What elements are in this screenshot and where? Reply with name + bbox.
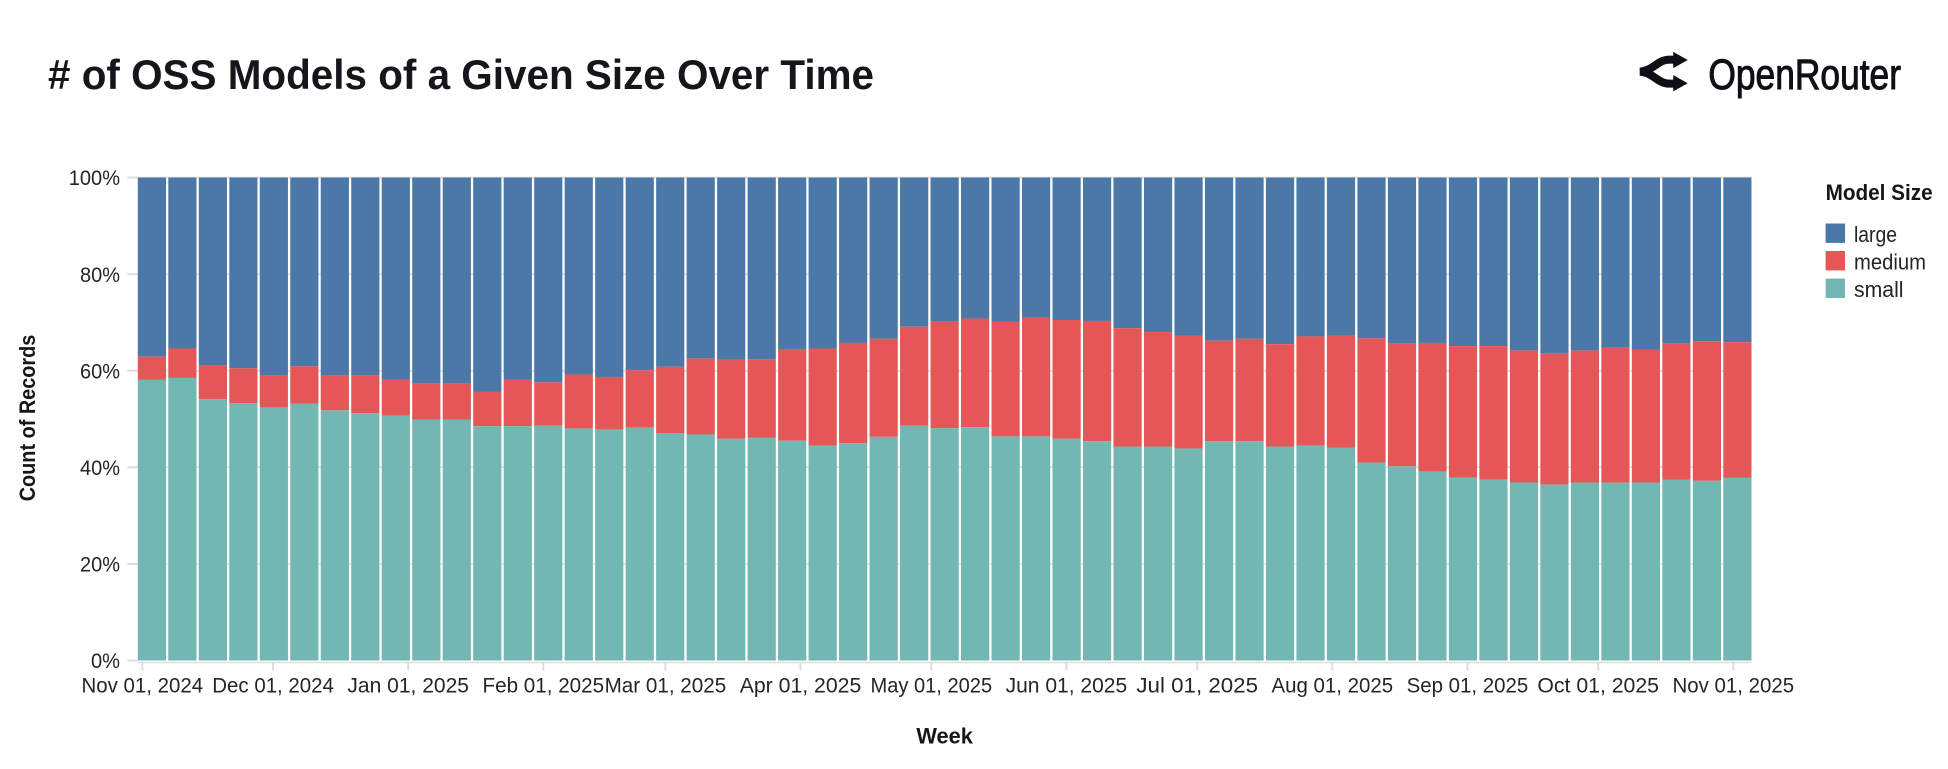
svg-text:Dec 01, 2024: Dec 01, 2024 <box>212 674 334 698</box>
svg-text:100%: 100% <box>69 166 120 190</box>
svg-text:# of OSS Models of a Given Siz: # of OSS Models of a Given Size Over Tim… <box>48 51 874 98</box>
svg-text:Jan 01, 2025: Jan 01, 2025 <box>347 674 469 698</box>
svg-text:Jul 01, 2025: Jul 01, 2025 <box>1136 674 1258 698</box>
svg-text:medium: medium <box>1854 250 1926 275</box>
svg-text:OpenRouter: OpenRouter <box>1708 51 1901 99</box>
svg-text:Aug 01, 2025: Aug 01, 2025 <box>1272 674 1394 698</box>
svg-text:small: small <box>1854 277 1904 302</box>
svg-text:40%: 40% <box>80 456 120 480</box>
svg-text:60%: 60% <box>80 359 120 383</box>
svg-text:May 01, 2025: May 01, 2025 <box>871 674 993 698</box>
svg-text:Week: Week <box>916 724 973 749</box>
svg-text:0%: 0% <box>91 649 120 673</box>
svg-text:Oct 01, 2025: Oct 01, 2025 <box>1537 674 1659 698</box>
svg-text:Apr 01, 2025: Apr 01, 2025 <box>740 674 862 698</box>
svg-text:Sep 01, 2025: Sep 01, 2025 <box>1407 674 1529 698</box>
svg-text:Jun 01, 2025: Jun 01, 2025 <box>1006 674 1128 698</box>
svg-text:20%: 20% <box>80 553 120 577</box>
svg-text:Model Size: Model Size <box>1826 180 1933 205</box>
svg-text:Count of Records: Count of Records <box>15 335 40 502</box>
svg-text:large: large <box>1854 222 1897 247</box>
svg-text:Mar 01, 2025: Mar 01, 2025 <box>605 674 727 698</box>
svg-text:Nov 01, 2025: Nov 01, 2025 <box>1673 674 1795 698</box>
svg-text:80%: 80% <box>80 263 120 287</box>
svg-text:Feb 01, 2025: Feb 01, 2025 <box>483 674 605 698</box>
svg-text:Nov 01, 2024: Nov 01, 2024 <box>82 674 204 698</box>
